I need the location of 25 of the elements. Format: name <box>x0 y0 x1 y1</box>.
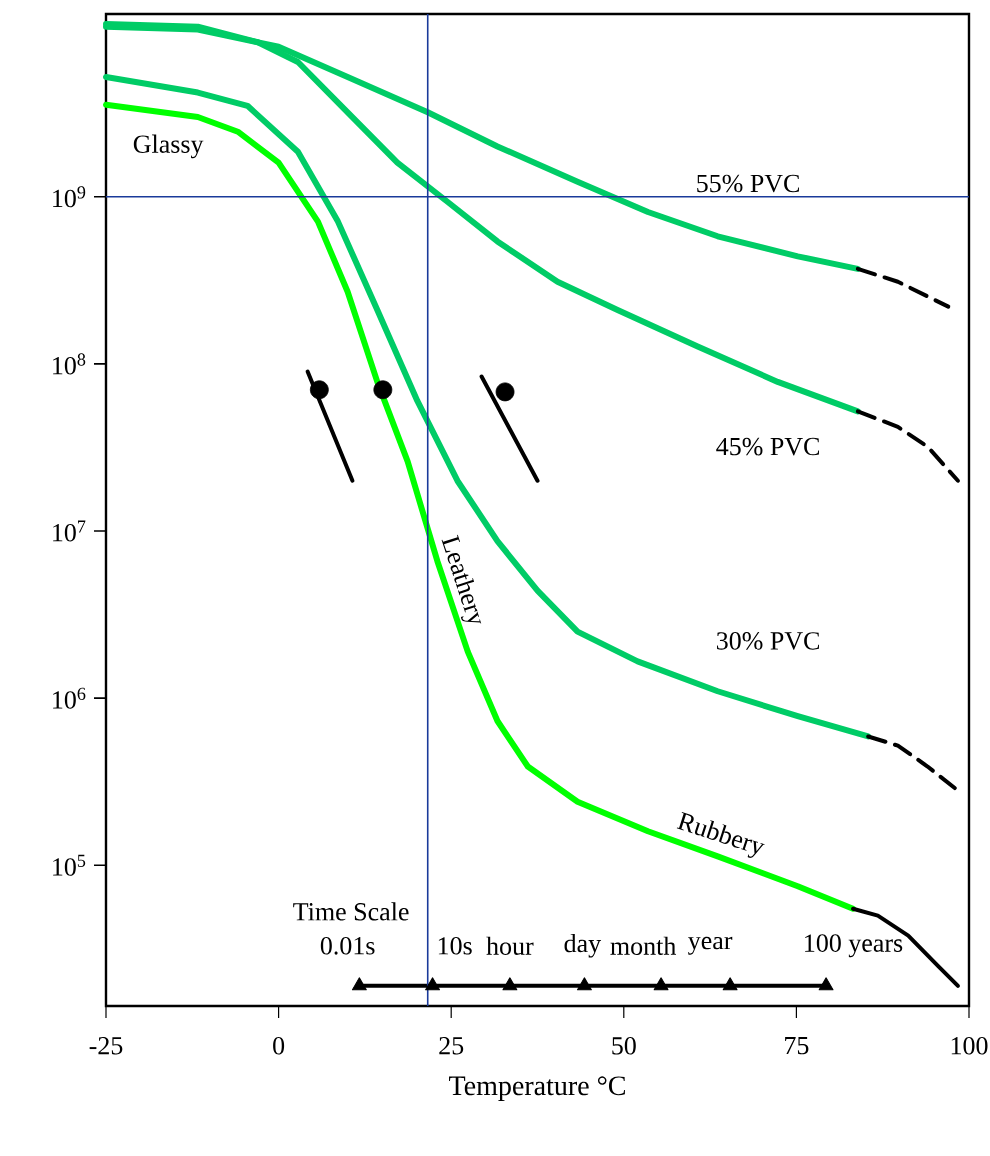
annotation: 10s <box>438 937 472 955</box>
x-tick-label: 0 <box>273 1037 285 1055</box>
x-axis-title: Temperature °C <box>449 1076 625 1101</box>
x-tick-label: 75 <box>785 1036 809 1055</box>
x-tick-label: 50 <box>612 1037 636 1055</box>
annotation: Time Scale <box>293 902 409 921</box>
x-tick-label: 100 <box>951 1037 988 1055</box>
y-tick-label: 10$^{9}$ <box>53 186 86 208</box>
x-tick-label: 25 <box>439 1036 464 1055</box>
y-tick-label: 10$^{6}$ <box>53 687 86 709</box>
x-tick-label: -25 <box>89 1036 123 1055</box>
annotation: 45% PVC <box>716 437 819 456</box>
annotation: Leathery <box>441 534 482 624</box>
annotation: 55% PVC <box>697 174 799 193</box>
y-tick-label: 10$^{7}$ <box>53 520 86 542</box>
annotation: year <box>688 936 733 955</box>
y-tick-label: 10$^{8}$ <box>53 353 86 375</box>
annotation: hour <box>486 936 534 955</box>
y-tick-label: 10$^{5}$ <box>53 854 86 876</box>
annotation: 100 years <box>805 934 903 958</box>
annotation: month <box>610 936 677 955</box>
annotation: Glassy <box>133 134 204 159</box>
annotation: 0.01s <box>320 936 375 955</box>
annotation: day <box>564 933 602 958</box>
annotation: 30% PVC <box>716 632 819 650</box>
